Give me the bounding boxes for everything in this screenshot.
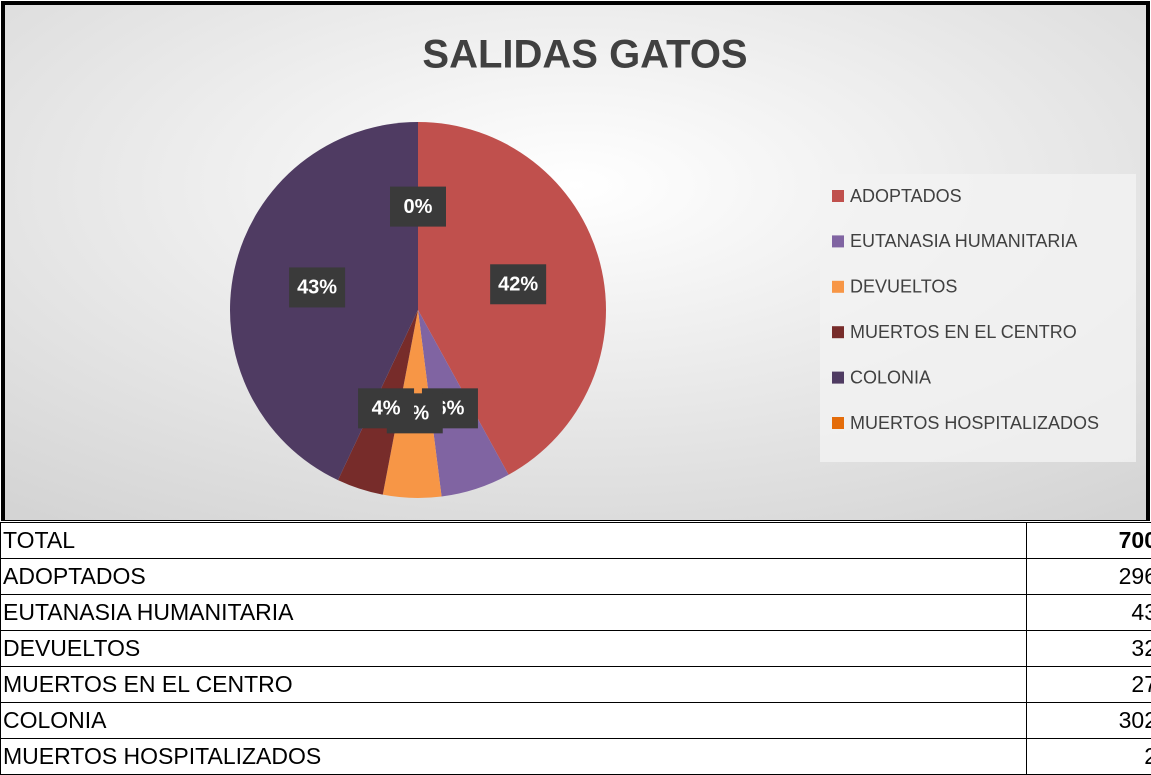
table-row: MUERTOS EN EL CENTRO27 [1,667,1151,703]
legend-label: MUERTOS HOSPITALIZADOS [850,413,1099,433]
data-table: TOTAL700ADOPTADOS296EUTANASIA HUMANITARI… [0,522,1151,775]
data-label: 42% [498,274,538,296]
data-label: 0% [404,196,433,218]
table-row: DEVUELTOS32 [1,631,1151,667]
value-cell: 27 [1027,667,1151,703]
legend-swatch [832,235,844,247]
legend-label: COLONIA [850,367,931,387]
label-cell: MUERTOS HOSPITALIZADOS [1,739,1027,775]
legend-swatch [832,326,844,338]
label-cell: EUTANASIA HUMANITARIA [1,595,1027,631]
chart-title: SALIDAS GATOS [422,33,747,77]
label-cell: MUERTOS EN EL CENTRO [1,667,1027,703]
legend-label: MUERTOS EN EL CENTRO [850,322,1077,342]
legend-swatch [832,372,844,384]
label-cell: DEVUELTOS [1,631,1027,667]
legend-label: ADOPTADOS [850,186,962,206]
value-cell: 2 [1027,739,1151,775]
chart: SALIDAS GATOS 42%6%5%4%43%0%ADOPTADOSEUT… [0,0,1151,522]
legend-swatch [832,281,844,293]
table-row: EUTANASIA HUMANITARIA43 [1,595,1151,631]
value-cell: 43 [1027,595,1151,631]
value-cell: 32 [1027,631,1151,667]
value-cell: 700 [1027,523,1151,559]
table-row: MUERTOS HOSPITALIZADOS2 [1,739,1151,775]
label-cell: COLONIA [1,703,1027,739]
table-row: COLONIA302 [1,703,1151,739]
value-cell: 302 [1027,703,1151,739]
table-row: ADOPTADOS296 [1,559,1151,595]
label-cell: ADOPTADOS [1,559,1027,595]
legend-label: EUTANASIA HUMANITARIA [850,231,1077,251]
legend-label: DEVUELTOS [850,277,957,297]
value-cell: 296 [1027,559,1151,595]
table-row: TOTAL700 [1,523,1151,559]
data-label: 43% [297,277,337,299]
data-label: 4% [372,398,401,420]
label-cell: TOTAL [1,523,1027,559]
legend-swatch [832,190,844,202]
legend-swatch [832,417,844,429]
